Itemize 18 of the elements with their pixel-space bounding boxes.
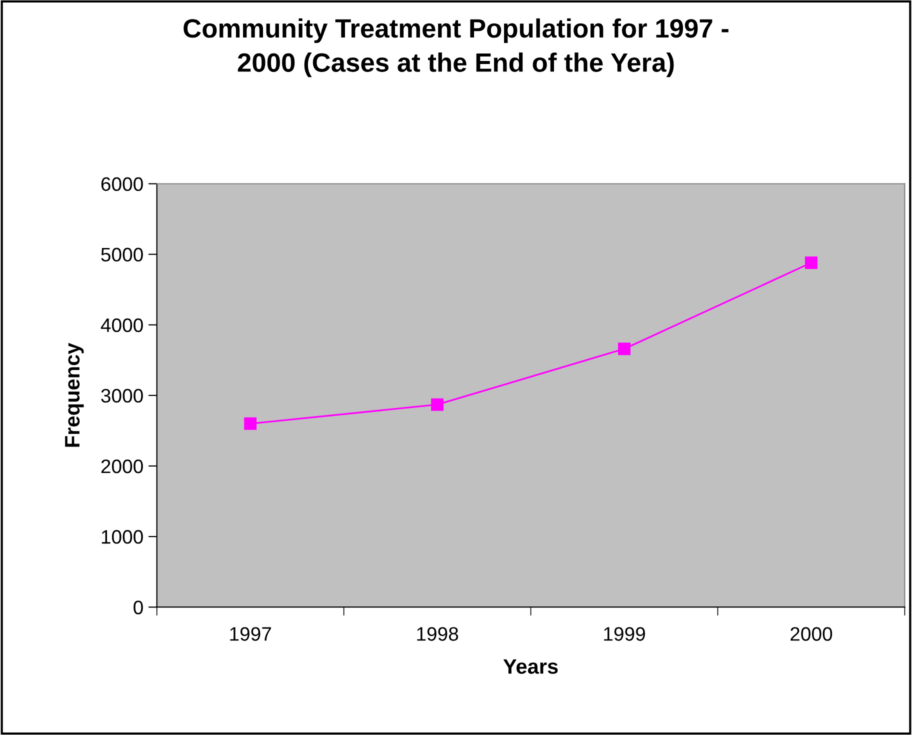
x-axis-title: Years (503, 659, 558, 674)
point (244, 417, 257, 430)
y-tick-label: 1000 (102, 530, 143, 544)
y-axis-title: Frequency (65, 342, 84, 447)
y-tick-label: 3000 (101, 388, 143, 403)
x-tick-label: 1998 (417, 627, 458, 641)
x-tick-label: 1999 (604, 627, 645, 641)
y-tick-label: 0 (134, 600, 143, 614)
x-tick-label: 1997 (230, 627, 271, 641)
point (804, 256, 818, 270)
point (431, 398, 444, 411)
y-tick-label: 6000 (101, 177, 143, 191)
chart-title: Community Treatment Population for 1997 - 2000 (Cases at the End of the Yera) (184, 18, 728, 78)
y-tick-label: 4000 (100, 318, 143, 332)
point (618, 342, 631, 356)
y-tick-label: 2000 (101, 459, 143, 474)
x-tick-label: 2000 (790, 627, 832, 641)
y-tick-label: 5000 (101, 248, 143, 262)
